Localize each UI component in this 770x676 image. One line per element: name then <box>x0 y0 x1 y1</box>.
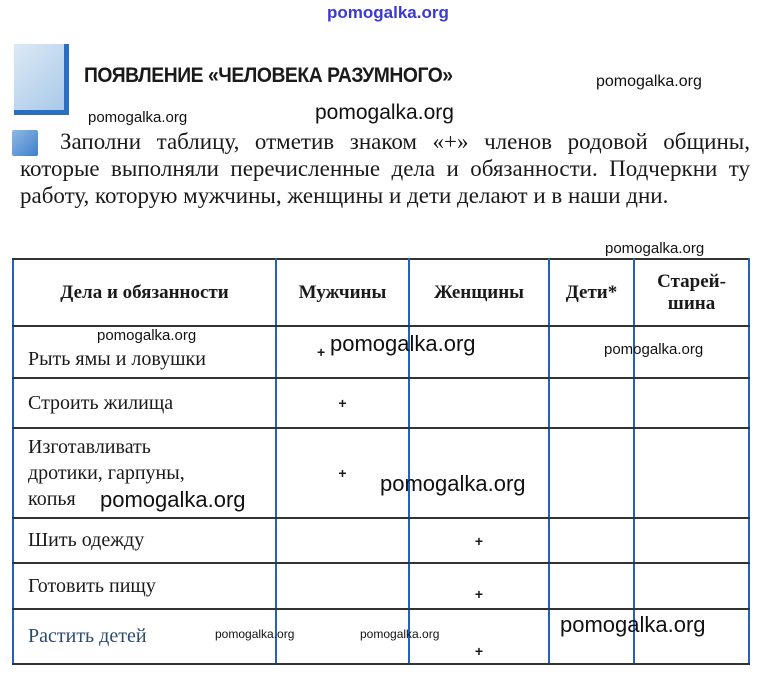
mark-cell[interactable] <box>548 517 635 564</box>
watermark: pomogalka.org <box>88 109 188 126</box>
header-men: Мужчины <box>275 258 410 327</box>
section-bar-icon <box>14 44 69 115</box>
watermark: pomogalka.org <box>100 487 246 512</box>
page-title: ПОЯВЛЕНИЕ «ЧЕЛОВЕКА РАЗУМНОГО» <box>84 64 453 87</box>
mark-cell[interactable] <box>548 562 635 610</box>
mark-cell[interactable] <box>633 517 750 564</box>
mark-cell[interactable]: + <box>408 608 550 665</box>
task-cell: Рыть ямы и ловушки <box>12 325 277 379</box>
mark-cell[interactable]: + <box>275 427 410 519</box>
mark-cell[interactable]: + <box>408 517 550 564</box>
watermark: pomogalka.org <box>215 627 295 641</box>
watermark: pomogalka.org <box>380 471 526 496</box>
mark-cell[interactable] <box>633 562 750 610</box>
mark-cell[interactable] <box>548 377 635 429</box>
task-pencil-icon <box>12 130 38 156</box>
watermark: pomogalka.org <box>560 612 706 637</box>
mark-cell[interactable] <box>275 608 410 665</box>
task-cell: Изготавливать дротики, гарпуны, копья <box>12 427 277 519</box>
duties-table: Дела и обязанности Мужчины Женщины Дети*… <box>12 258 750 665</box>
watermark: pomogalka.org <box>327 3 449 22</box>
header-duties: Дела и обязанности <box>12 258 277 327</box>
header-elder: Старей-шина <box>633 258 750 327</box>
mark-cell[interactable]: + <box>275 325 410 379</box>
task-cell: Растить детей <box>12 608 277 665</box>
table-row: Изготавливать дротики, гарпуны, копья + <box>12 427 750 519</box>
mark-cell[interactable]: + <box>408 562 550 610</box>
table-header-row: Дела и обязанности Мужчины Женщины Дети*… <box>12 258 750 327</box>
mark-cell[interactable] <box>633 608 750 665</box>
watermark: pomogalka.org <box>604 341 704 358</box>
task-cell: Строить жилища <box>12 377 277 429</box>
watermark: pomogalka.org <box>605 240 705 257</box>
mark-cell[interactable] <box>275 517 410 564</box>
table-row: Растить детей + <box>12 608 750 665</box>
mark-cell[interactable] <box>548 427 635 519</box>
mark-cell[interactable] <box>633 377 750 429</box>
header-women: Женщины <box>408 258 550 327</box>
mark-cell[interactable] <box>408 377 550 429</box>
table-row: Рыть ямы и ловушки + <box>12 325 750 379</box>
mark-cell[interactable] <box>633 427 750 519</box>
header-children: Дети* <box>548 258 635 327</box>
watermark: pomogalka.org <box>330 331 476 356</box>
watermark: pomogalka.org <box>97 327 197 344</box>
mark-cell[interactable]: + <box>275 377 410 429</box>
task-text: Заполни таблицу, отметив знаком «+» член… <box>20 129 750 208</box>
watermark: pomogalka.org <box>360 627 440 641</box>
mark-cell[interactable] <box>633 325 750 379</box>
watermark: pomogalka.org <box>315 101 454 124</box>
watermark: pomogalka.org <box>596 73 702 90</box>
mark-cell[interactable] <box>408 427 550 519</box>
mark-cell[interactable] <box>548 608 635 665</box>
mark-cell[interactable] <box>408 325 550 379</box>
task-cell: Шить одежду <box>12 517 277 564</box>
table-row: Строить жилища + <box>12 377 750 429</box>
task-cell: Готовить пищу <box>12 562 277 610</box>
table-row: Готовить пищу + <box>12 562 750 610</box>
mark-cell[interactable] <box>275 562 410 610</box>
mark-cell[interactable] <box>548 325 635 379</box>
table-row: Шить одежду + <box>12 517 750 564</box>
